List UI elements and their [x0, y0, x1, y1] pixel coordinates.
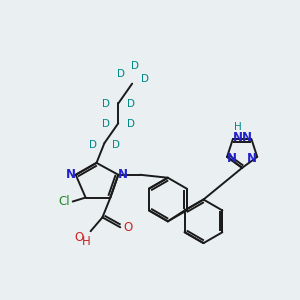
- Text: D: D: [117, 69, 125, 79]
- Text: D: D: [102, 99, 110, 110]
- Text: D: D: [131, 61, 139, 71]
- Text: N: N: [118, 168, 128, 181]
- Text: N: N: [66, 168, 76, 181]
- Text: N: N: [242, 131, 251, 144]
- Text: D: D: [141, 74, 149, 84]
- Text: H: H: [82, 235, 91, 248]
- Text: D: D: [112, 140, 120, 150]
- Text: N: N: [247, 152, 257, 165]
- Text: N: N: [233, 131, 243, 144]
- Text: N: N: [227, 152, 237, 165]
- Text: D: D: [127, 119, 135, 129]
- Text: D: D: [127, 99, 135, 110]
- Text: H: H: [234, 122, 242, 132]
- Text: O: O: [74, 231, 83, 244]
- Text: D: D: [102, 119, 110, 129]
- Text: O: O: [124, 221, 133, 234]
- Text: Cl: Cl: [58, 195, 70, 208]
- Text: D: D: [88, 140, 97, 150]
